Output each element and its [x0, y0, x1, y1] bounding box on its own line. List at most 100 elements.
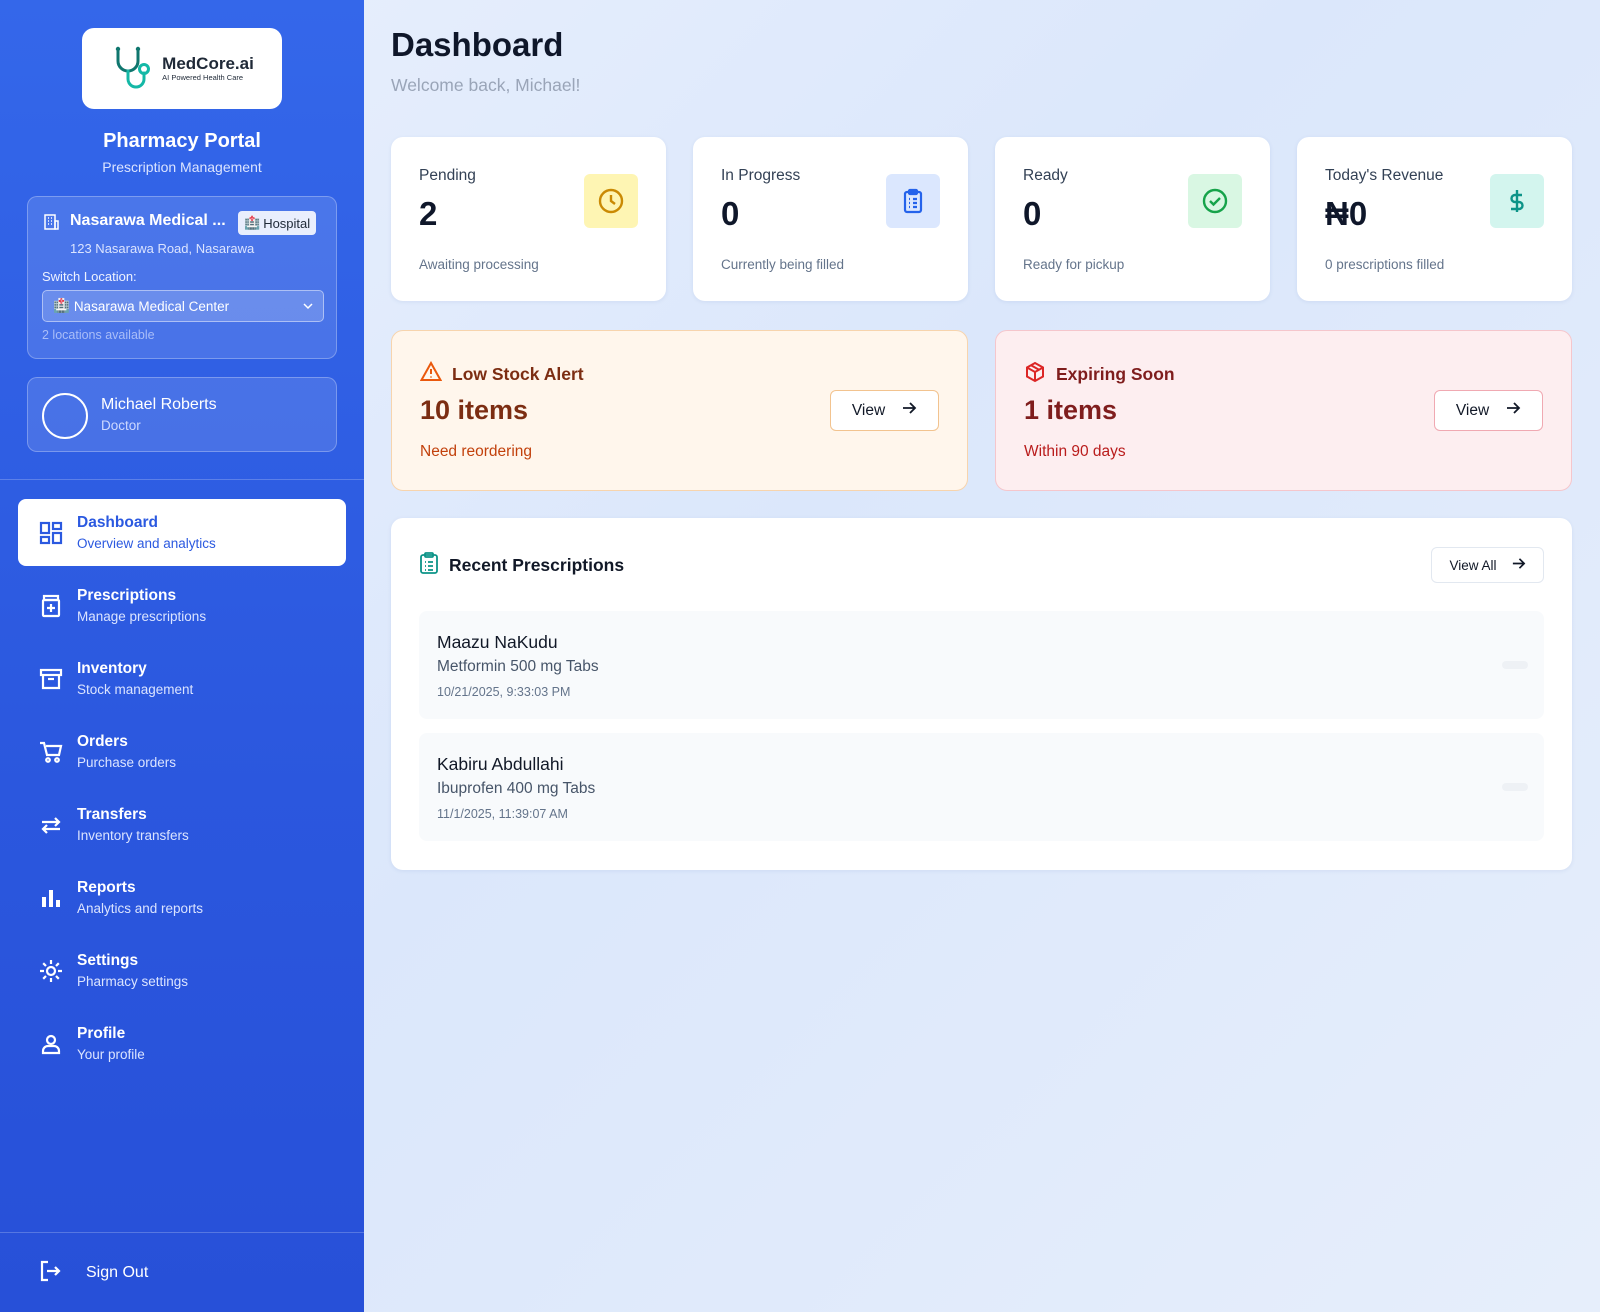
package-icon [1024, 361, 1046, 388]
stat-card-ready: Ready 0 Ready for pickup [995, 137, 1270, 301]
sidebar: MedCore.ai AI Powered Health Care Pharma… [0, 0, 364, 1312]
alert-value: 10 items [420, 395, 529, 425]
view-low-stock-button[interactable]: View [830, 390, 939, 431]
avatar [42, 393, 88, 439]
button-label: View [1455, 401, 1490, 419]
stat-note: Ready for pickup [1023, 257, 1125, 272]
sidebar-item-profile[interactable]: Profile Your profile [18, 1010, 346, 1077]
prescription-icon [38, 593, 64, 619]
sidebar-item-prescriptions[interactable]: Prescriptions Manage prescriptions [18, 572, 346, 639]
hospital-icon: 🏥 [53, 298, 70, 313]
user-role: Doctor [101, 418, 141, 433]
stat-card-pending: Pending 2 Awaiting processing [391, 137, 666, 301]
logo: MedCore.ai AI Powered Health Care [82, 28, 282, 109]
location-count: 2 locations available [42, 328, 155, 342]
sidebar-item-settings[interactable]: Settings Pharmacy settings [18, 937, 346, 1004]
page-title: Dashboard [391, 26, 564, 63]
portal-subtitle: Prescription Management [102, 159, 262, 175]
view-expiring-button[interactable]: View [1434, 390, 1543, 431]
sign-out-label: Sign Out [86, 1264, 149, 1281]
nav-label: Prescriptions [77, 587, 177, 604]
alert-value: 1 items [1024, 395, 1118, 425]
sidebar-divider [0, 1232, 364, 1233]
stat-value: 0 [1023, 195, 1042, 232]
arrow-right-icon [901, 400, 917, 421]
alert-note: Within 90 days [1024, 443, 1126, 460]
alert-title: Expiring Soon [1056, 364, 1175, 384]
stat-note: 0 prescriptions filled [1325, 257, 1445, 272]
alert-header: Low Stock Alert [419, 360, 584, 388]
portal-title: Pharmacy Portal [103, 130, 261, 152]
nav-desc: Purchase orders [77, 755, 177, 770]
timestamp: 11/1/2025, 11:39:07 AM [437, 807, 568, 821]
view-all-button[interactable]: View All [1431, 547, 1544, 583]
building-icon [42, 213, 60, 236]
nav-desc: Stock management [77, 682, 194, 697]
warning-icon [419, 360, 443, 388]
location-select[interactable]: 🏥 Nasarawa Medical Center [42, 290, 324, 322]
location-type-label: Hospital [263, 215, 311, 231]
nav-label: Transfers [77, 806, 147, 823]
nav-desc: Pharmacy settings [77, 974, 189, 989]
user-icon [38, 1031, 64, 1057]
location-address: 123 Nasarawa Road, Nasarawa [70, 241, 255, 256]
stat-value: ₦0 [1325, 195, 1368, 232]
arrow-right-icon [1511, 556, 1526, 574]
transfer-icon [38, 812, 64, 838]
chevron-down-icon [301, 299, 315, 316]
sidebar-item-dashboard[interactable]: Dashboard Overview and analytics [18, 499, 346, 566]
low-stock-alert: Low Stock Alert 10 items Need reordering… [391, 330, 968, 491]
stat-label: Ready [1023, 167, 1068, 184]
stat-note: Awaiting processing [419, 257, 539, 272]
recent-prescriptions-card: Recent Prescriptions View All Maazu NaKu… [391, 518, 1572, 870]
nav-desc: Analytics and reports [77, 901, 204, 916]
brand-name: MedCore.ai [162, 54, 254, 74]
dashboard-icon [38, 520, 64, 546]
location-select-value: Nasarawa Medical Center [73, 298, 230, 314]
nav-desc: Inventory transfers [77, 828, 189, 843]
stat-card-in-progress: In Progress 0 Currently being filled [693, 137, 968, 301]
hospital-icon: 🏥 [244, 215, 261, 230]
nav-label: Inventory [77, 660, 147, 677]
sidebar-item-transfers[interactable]: Transfers Inventory transfers [18, 791, 346, 858]
sidebar-divider [0, 479, 364, 480]
archive-icon [38, 666, 64, 692]
clipboard-icon [419, 552, 439, 579]
brand-tagline: AI Powered Health Care [162, 73, 244, 83]
stethoscope-icon [115, 46, 151, 88]
stat-label: In Progress [721, 167, 801, 184]
logout-icon [38, 1259, 62, 1288]
recent-prescriptions-title: Recent Prescriptions [449, 555, 625, 575]
stat-value: 2 [419, 195, 438, 232]
check-circle-icon [1188, 174, 1242, 228]
sign-out-button[interactable]: Sign Out [38, 1258, 148, 1288]
gear-icon [38, 958, 64, 984]
clock-icon [584, 174, 638, 228]
nav-label: Settings [77, 952, 139, 969]
location-card: Nasarawa Medical ... 🏥 Hospital 123 Nasa… [27, 196, 337, 359]
recent-prescriptions-header: Recent Prescriptions [419, 552, 624, 579]
sidebar-item-inventory[interactable]: Inventory Stock management [18, 645, 346, 712]
nav-desc: Your profile [77, 1047, 145, 1062]
status-badge [1502, 783, 1528, 791]
user-card: Michael Roberts Doctor [27, 377, 337, 452]
nav-desc: Manage prescriptions [77, 609, 207, 624]
stat-label: Today's Revenue [1325, 167, 1444, 184]
list-item[interactable]: Kabiru Abdullahi Ibuprofen 400 mg Tabs 1… [419, 733, 1544, 841]
button-label: View [851, 401, 886, 419]
arrow-right-icon [1505, 400, 1521, 421]
list-item[interactable]: Maazu NaKudu Metformin 500 mg Tabs 10/21… [419, 611, 1544, 719]
nav-label: Profile [77, 1025, 126, 1042]
button-label: View All [1449, 557, 1497, 573]
welcome-message: Welcome back, Michael! [391, 75, 581, 95]
sidebar-item-orders[interactable]: Orders Purchase orders [18, 718, 346, 785]
drug-name: Metformin 500 mg Tabs [437, 658, 599, 675]
user-name: Michael Roberts [101, 396, 217, 413]
stat-value: 0 [721, 195, 740, 232]
cart-icon [38, 739, 64, 765]
nav-desc: Overview and analytics [77, 536, 216, 551]
location-name: Nasarawa Medical ... [70, 212, 226, 229]
bar-chart-icon [38, 885, 64, 911]
stat-card-revenue: Today's Revenue ₦0 0 prescriptions fille… [1297, 137, 1572, 301]
sidebar-item-reports[interactable]: Reports Analytics and reports [18, 864, 346, 931]
